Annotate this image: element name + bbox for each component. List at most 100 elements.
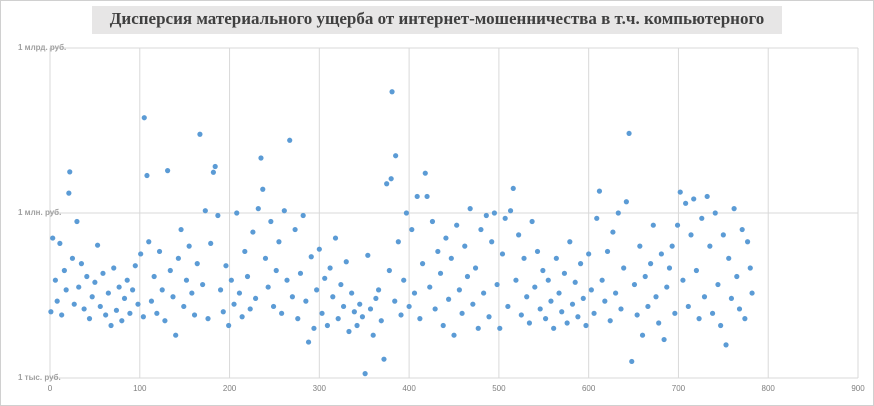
point bbox=[656, 320, 662, 326]
point bbox=[389, 89, 395, 95]
point bbox=[343, 259, 349, 265]
point bbox=[658, 251, 664, 257]
point bbox=[252, 295, 259, 302]
point bbox=[61, 267, 67, 274]
point bbox=[103, 312, 109, 318]
point bbox=[202, 208, 208, 214]
title-box bbox=[92, 6, 782, 34]
x-tick-label: 0 bbox=[48, 384, 53, 393]
point bbox=[141, 115, 147, 121]
point bbox=[255, 206, 261, 212]
point bbox=[108, 322, 114, 329]
point bbox=[279, 310, 285, 316]
point bbox=[414, 193, 420, 200]
point bbox=[639, 332, 646, 338]
point bbox=[577, 261, 584, 267]
point bbox=[94, 242, 101, 248]
point bbox=[54, 298, 60, 304]
point bbox=[742, 316, 748, 322]
point bbox=[674, 222, 681, 228]
y-tick-label: 1 млрд. руб. bbox=[18, 43, 66, 52]
point bbox=[422, 170, 428, 176]
point bbox=[349, 290, 355, 296]
x-tick-label: 700 bbox=[672, 384, 686, 393]
point bbox=[351, 309, 357, 315]
point bbox=[645, 303, 651, 310]
point bbox=[183, 277, 190, 283]
point bbox=[384, 181, 390, 187]
point bbox=[427, 284, 433, 290]
point bbox=[507, 208, 514, 214]
point bbox=[119, 318, 125, 324]
point bbox=[205, 316, 211, 322]
point bbox=[116, 284, 122, 290]
point bbox=[105, 290, 111, 296]
point bbox=[572, 279, 578, 285]
point bbox=[167, 267, 173, 274]
point bbox=[359, 314, 366, 320]
point bbox=[701, 294, 708, 300]
point bbox=[726, 255, 732, 261]
point bbox=[545, 277, 551, 283]
point bbox=[486, 314, 492, 320]
point bbox=[734, 273, 740, 280]
point bbox=[242, 248, 248, 255]
point bbox=[189, 290, 195, 296]
point bbox=[388, 176, 394, 182]
point bbox=[289, 294, 295, 300]
point bbox=[680, 277, 686, 283]
point bbox=[602, 298, 608, 304]
point bbox=[268, 218, 274, 225]
point bbox=[132, 263, 138, 269]
point bbox=[89, 294, 95, 300]
point bbox=[151, 273, 157, 280]
point bbox=[521, 255, 527, 261]
point bbox=[712, 210, 718, 216]
point bbox=[284, 277, 290, 283]
point bbox=[696, 316, 702, 322]
point bbox=[424, 193, 430, 200]
point bbox=[467, 206, 473, 212]
point bbox=[502, 215, 508, 221]
point bbox=[223, 263, 229, 269]
x-tick-label: 500 bbox=[492, 384, 506, 393]
point bbox=[607, 318, 613, 324]
point bbox=[526, 320, 533, 326]
point bbox=[300, 212, 306, 219]
point bbox=[76, 284, 82, 290]
point bbox=[212, 163, 218, 170]
point bbox=[138, 251, 144, 257]
point bbox=[435, 248, 441, 255]
point bbox=[63, 287, 69, 293]
point bbox=[69, 255, 76, 261]
point bbox=[398, 312, 404, 318]
point bbox=[559, 309, 565, 315]
point bbox=[210, 169, 216, 175]
y-tick-label: 1 млн. руб. bbox=[18, 208, 61, 217]
point bbox=[74, 218, 80, 225]
point bbox=[615, 210, 621, 216]
point bbox=[78, 261, 85, 267]
point bbox=[100, 270, 106, 276]
point bbox=[338, 281, 344, 288]
point bbox=[718, 322, 724, 329]
x-tick-label: 300 bbox=[313, 384, 327, 393]
point bbox=[561, 270, 568, 276]
point bbox=[392, 298, 398, 304]
point bbox=[672, 310, 678, 316]
point bbox=[409, 226, 415, 233]
point bbox=[489, 239, 495, 245]
x-tick-label: 200 bbox=[223, 384, 237, 393]
point bbox=[305, 339, 312, 345]
point bbox=[723, 342, 729, 348]
point bbox=[262, 255, 269, 261]
x-tick-label: 400 bbox=[402, 384, 416, 393]
point bbox=[200, 281, 206, 288]
point bbox=[437, 270, 444, 276]
point bbox=[553, 255, 559, 261]
point bbox=[140, 314, 146, 320]
point bbox=[688, 232, 694, 238]
point bbox=[332, 235, 339, 241]
point bbox=[691, 196, 697, 202]
point bbox=[623, 199, 629, 205]
